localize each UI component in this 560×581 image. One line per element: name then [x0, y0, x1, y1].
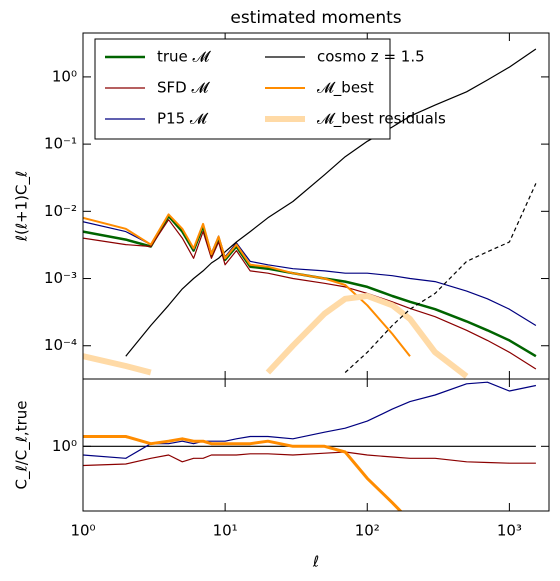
series-line [125, 48, 537, 357]
series-line [83, 219, 537, 370]
plot-area [83, 48, 537, 379]
legend-label: cosmo z = 1.5 [317, 48, 425, 66]
series-line [83, 213, 411, 357]
x-tick-label: 10⁰ [70, 522, 95, 540]
legend [94, 38, 391, 140]
series-line [83, 451, 536, 467]
y-tick-label: 10⁻³ [44, 269, 77, 287]
y-tick-label: 10⁰ [52, 437, 77, 455]
series-line [83, 435, 403, 511]
x-tick-label: 10¹ [213, 522, 238, 540]
legend-label: P15 𝓜 [157, 110, 209, 128]
x-axis-label: ℓ [312, 553, 319, 571]
y-tick-label: 10⁻⁴ [44, 336, 77, 354]
series-line [83, 381, 537, 459]
series-line [83, 213, 537, 327]
y-tick-label: 10⁻² [44, 202, 77, 220]
x-tick-label: 10² [355, 522, 380, 540]
x-tick-label: 10³ [497, 522, 522, 540]
axes-frame [82, 378, 550, 512]
y-axis-label: ℓ(ℓ+1)C_ℓ [13, 171, 32, 242]
legend-label: 𝓜_best residuals [317, 110, 446, 129]
legend-label: true 𝓜 [157, 48, 212, 66]
series-line [344, 183, 537, 373]
y-axis-label: C_ℓ/C_ℓ,true [13, 401, 32, 490]
legend-label: 𝓜_best [317, 79, 374, 98]
y-tick-label: 10⁻¹ [44, 135, 77, 153]
plot-area [83, 381, 537, 511]
legend-label: SFD 𝓜 [157, 79, 210, 97]
chart-title: estimated moments [230, 8, 401, 28]
series-line [83, 214, 537, 358]
series-line [83, 293, 469, 379]
y-tick-label: 10⁰ [52, 67, 77, 85]
